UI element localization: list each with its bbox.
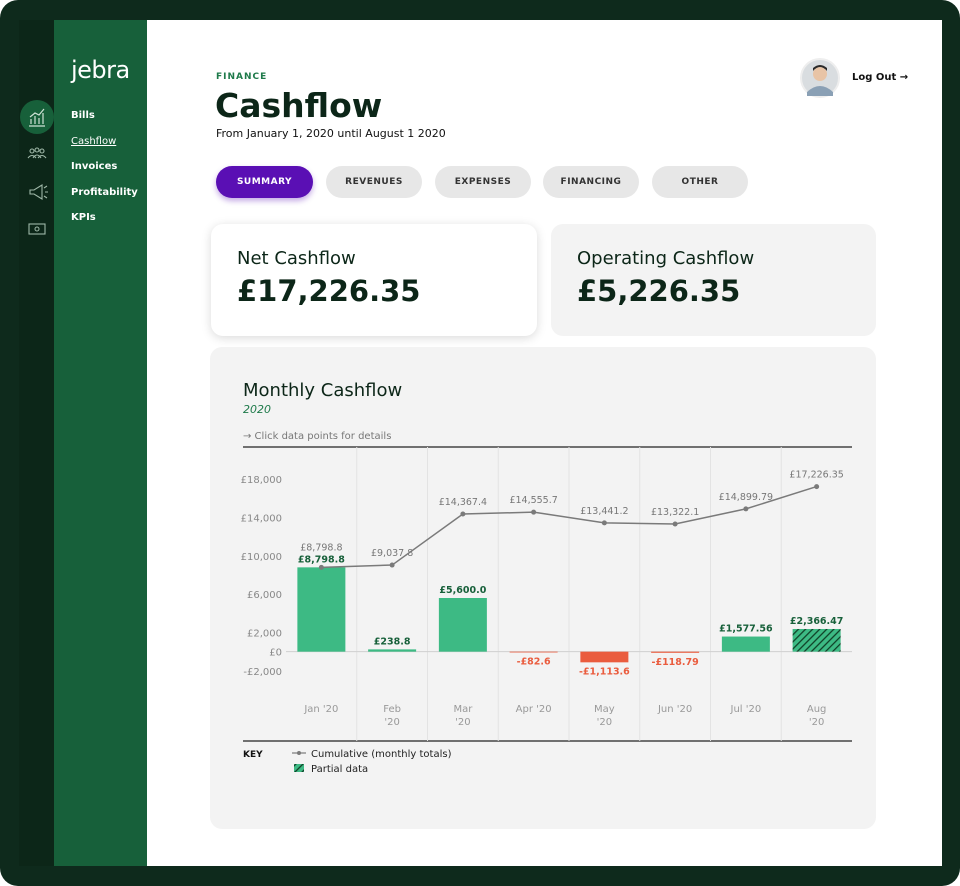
kpi-value: £17,226.35 — [237, 274, 421, 308]
bar-value-label: £1,577.56 — [719, 624, 773, 635]
kpi-card: Net Cashflow £17,226.35 — [211, 224, 537, 336]
line-value-label: £14,555.7 — [509, 495, 557, 506]
y-tick-label: £18,000 — [241, 475, 282, 486]
nav-item[interactable]: KPIs — [71, 212, 96, 223]
bar-value-label: £238.8 — [374, 636, 411, 647]
chart: Monthly Cashflow 2020 → Click data point… — [241, 380, 852, 775]
tab[interactable]: SUMMARY — [216, 166, 313, 198]
bar[interactable] — [721, 636, 770, 652]
chart-hint: → Click data points for details — [243, 431, 391, 442]
avatar[interactable] — [800, 58, 840, 98]
x-tick-label: Apr '20 — [515, 704, 552, 715]
logout[interactable]: Log Out → — [852, 72, 909, 83]
bar[interactable] — [651, 651, 700, 653]
kpi-label: Operating Cashflow — [577, 248, 755, 269]
x-tick-label: Jun '20 — [657, 704, 693, 715]
chart-title: Monthly Cashflow — [243, 380, 402, 401]
y-tick-label: £6,000 — [247, 590, 282, 601]
nav-item[interactable]: Cashflow — [71, 136, 117, 147]
x-tick-label: Mar '20 — [453, 704, 473, 728]
bar-value-label: £2,366.47 — [790, 616, 844, 627]
bar-value-label: -£118.79 — [652, 657, 699, 668]
bar[interactable] — [438, 598, 487, 652]
x-tick-label: Jul '20 — [730, 704, 762, 715]
line-point[interactable] — [318, 564, 324, 570]
page-subtitle: From January 1, 2020 until August 1 2020 — [216, 127, 446, 140]
bar[interactable] — [509, 651, 558, 653]
nav-item[interactable]: Invoices — [71, 161, 118, 172]
line-point[interactable] — [672, 521, 678, 527]
kpi-value: £5,226.35 — [577, 274, 741, 308]
y-tick-label: £14,000 — [241, 514, 282, 525]
nav-item[interactable]: Profitability — [71, 187, 138, 198]
kpi-label: Net Cashflow — [237, 248, 356, 269]
chart-subtitle: 2020 — [243, 403, 271, 416]
line-value-label: £8,798.8 — [300, 542, 342, 553]
key-title: KEY — [243, 750, 263, 760]
x-tick-label: Feb '20 — [383, 704, 401, 728]
bar-value-label: -£1,113.6 — [579, 666, 630, 677]
x-tick-label: Aug '20 — [806, 704, 827, 728]
section-label: FINANCE — [216, 72, 268, 82]
y-tick-label: -£2,000 — [243, 667, 282, 678]
line-point[interactable] — [814, 484, 820, 490]
key-label: Cumulative (monthly totals) — [311, 749, 452, 760]
bar-value-label: £8,798.8 — [298, 554, 345, 565]
y-tick-label: £0 — [269, 648, 282, 659]
line-value-label: £9,037.8 — [371, 548, 413, 559]
nav-item[interactable]: Bills — [71, 110, 95, 121]
line-point[interactable] — [601, 520, 607, 526]
bar-value-label: £5,600.0 — [439, 585, 486, 596]
line-point[interactable] — [531, 509, 537, 515]
line-value-label: £14,899.79 — [719, 492, 773, 503]
key-swatch — [294, 764, 304, 772]
line-value-label: £14,367.4 — [439, 497, 487, 508]
key-label: Partial data — [311, 764, 368, 775]
x-tick-label: May '20 — [594, 704, 615, 728]
nav-panel: jebra Bills Cashflow Invoices Profitabil… — [54, 20, 147, 866]
line-value-label: £13,441.2 — [580, 506, 628, 517]
icon-strip — [19, 20, 54, 866]
page-title: Cashflow — [215, 86, 383, 125]
tab[interactable]: FINANCING — [543, 166, 639, 198]
line-point[interactable] — [389, 562, 395, 568]
line-point[interactable] — [743, 506, 749, 512]
x-tick-label: Jan '20 — [304, 704, 339, 715]
tab[interactable]: EXPENSES — [435, 166, 531, 198]
y-tick-label: £2,000 — [247, 629, 282, 640]
line-point[interactable] — [460, 511, 466, 517]
line-value-label: £13,322.1 — [651, 507, 699, 518]
main: FINANCE Cashflow From January 1, 2020 un… — [147, 20, 942, 866]
bar-value-label: -£82.6 — [517, 656, 551, 667]
tab[interactable]: REVENUES — [326, 166, 422, 198]
tab[interactable]: OTHER — [652, 166, 748, 198]
bar[interactable] — [580, 651, 629, 663]
chart-card: Monthly Cashflow 2020 → Click data point… — [210, 347, 876, 829]
y-tick-label: £10,000 — [241, 552, 282, 563]
logo: jebra — [71, 56, 130, 84]
bar[interactable] — [368, 649, 417, 652]
icons — [20, 100, 54, 235]
kpi-card: Operating Cashflow £5,226.35 — [551, 224, 876, 336]
key-dot — [297, 751, 301, 755]
line-value-label: £17,226.35 — [789, 470, 843, 481]
bar[interactable] — [792, 628, 841, 652]
cumulative-line — [321, 485, 817, 569]
bar[interactable] — [297, 567, 346, 652]
